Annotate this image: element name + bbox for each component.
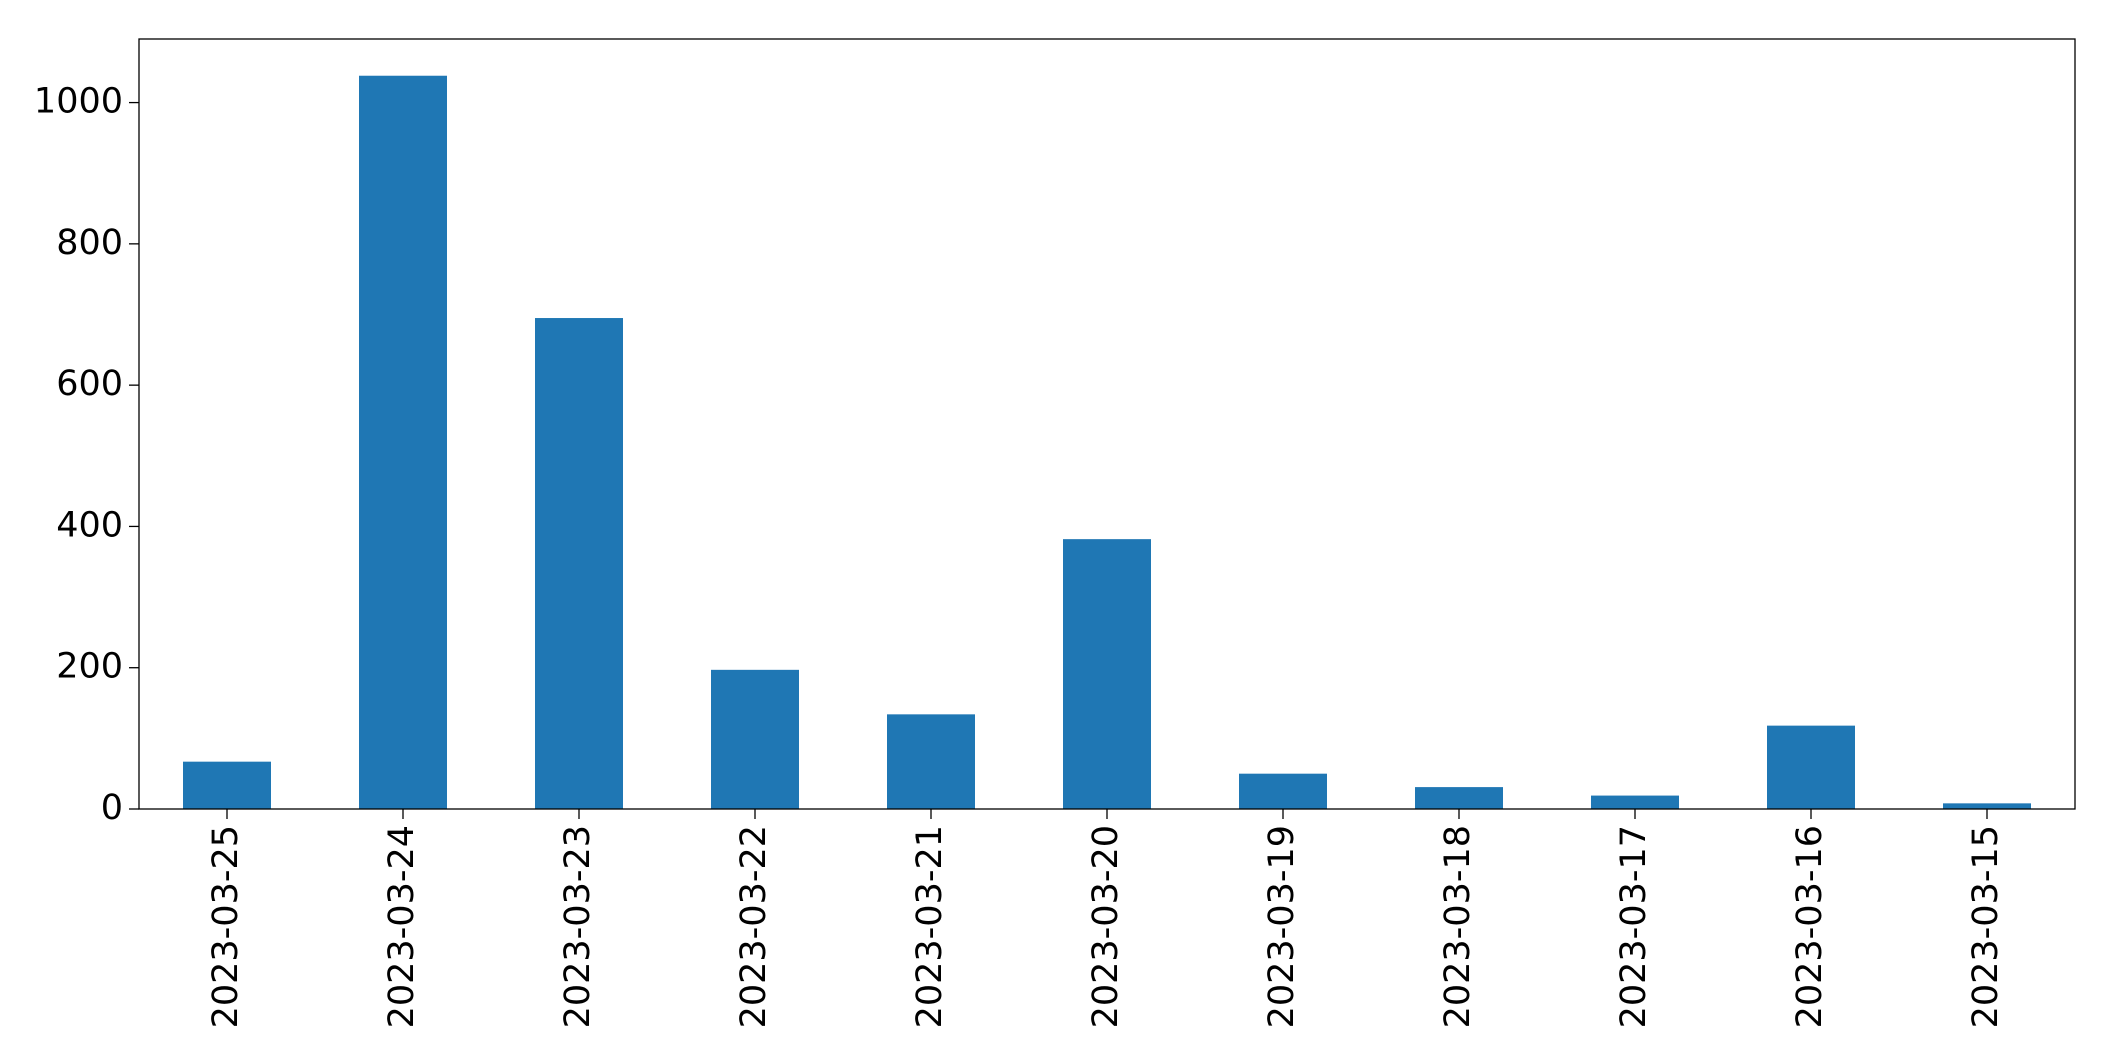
bar <box>1239 773 1327 809</box>
x-tick-label: 2023-03-21 <box>910 825 950 1028</box>
x-tick-label: 2023-03-15 <box>1966 825 2006 1028</box>
bar <box>535 318 623 809</box>
bar <box>711 669 799 809</box>
x-tick-label: 2023-03-25 <box>206 825 246 1028</box>
bar <box>1591 795 1679 809</box>
x-tick-label: 2023-03-19 <box>1262 825 1302 1028</box>
x-tick-label: 2023-03-23 <box>558 825 598 1028</box>
plot-frame <box>138 38 2076 810</box>
bar <box>1415 787 1503 809</box>
bar <box>1943 803 2031 809</box>
y-tick-label: 200 <box>56 647 123 687</box>
y-tick-label: 800 <box>56 223 123 263</box>
x-tick-label: 2023-03-22 <box>734 825 774 1028</box>
x-tick-label: 2023-03-18 <box>1438 825 1478 1028</box>
x-tick-label: 2023-03-17 <box>1614 825 1654 1028</box>
x-tick-label: 2023-03-24 <box>382 825 422 1028</box>
y-tick-label: 1000 <box>34 82 123 122</box>
bar <box>359 75 447 809</box>
y-tick-label: 400 <box>56 505 123 545</box>
bar <box>1767 725 1855 809</box>
y-tick-label: 0 <box>101 788 123 828</box>
bar <box>887 714 975 809</box>
x-tick-label: 2023-03-16 <box>1790 825 1830 1028</box>
bar <box>183 761 271 809</box>
y-tick-label: 600 <box>56 364 123 404</box>
bar <box>1063 539 1151 809</box>
x-tick-label: 2023-03-20 <box>1086 825 1126 1028</box>
